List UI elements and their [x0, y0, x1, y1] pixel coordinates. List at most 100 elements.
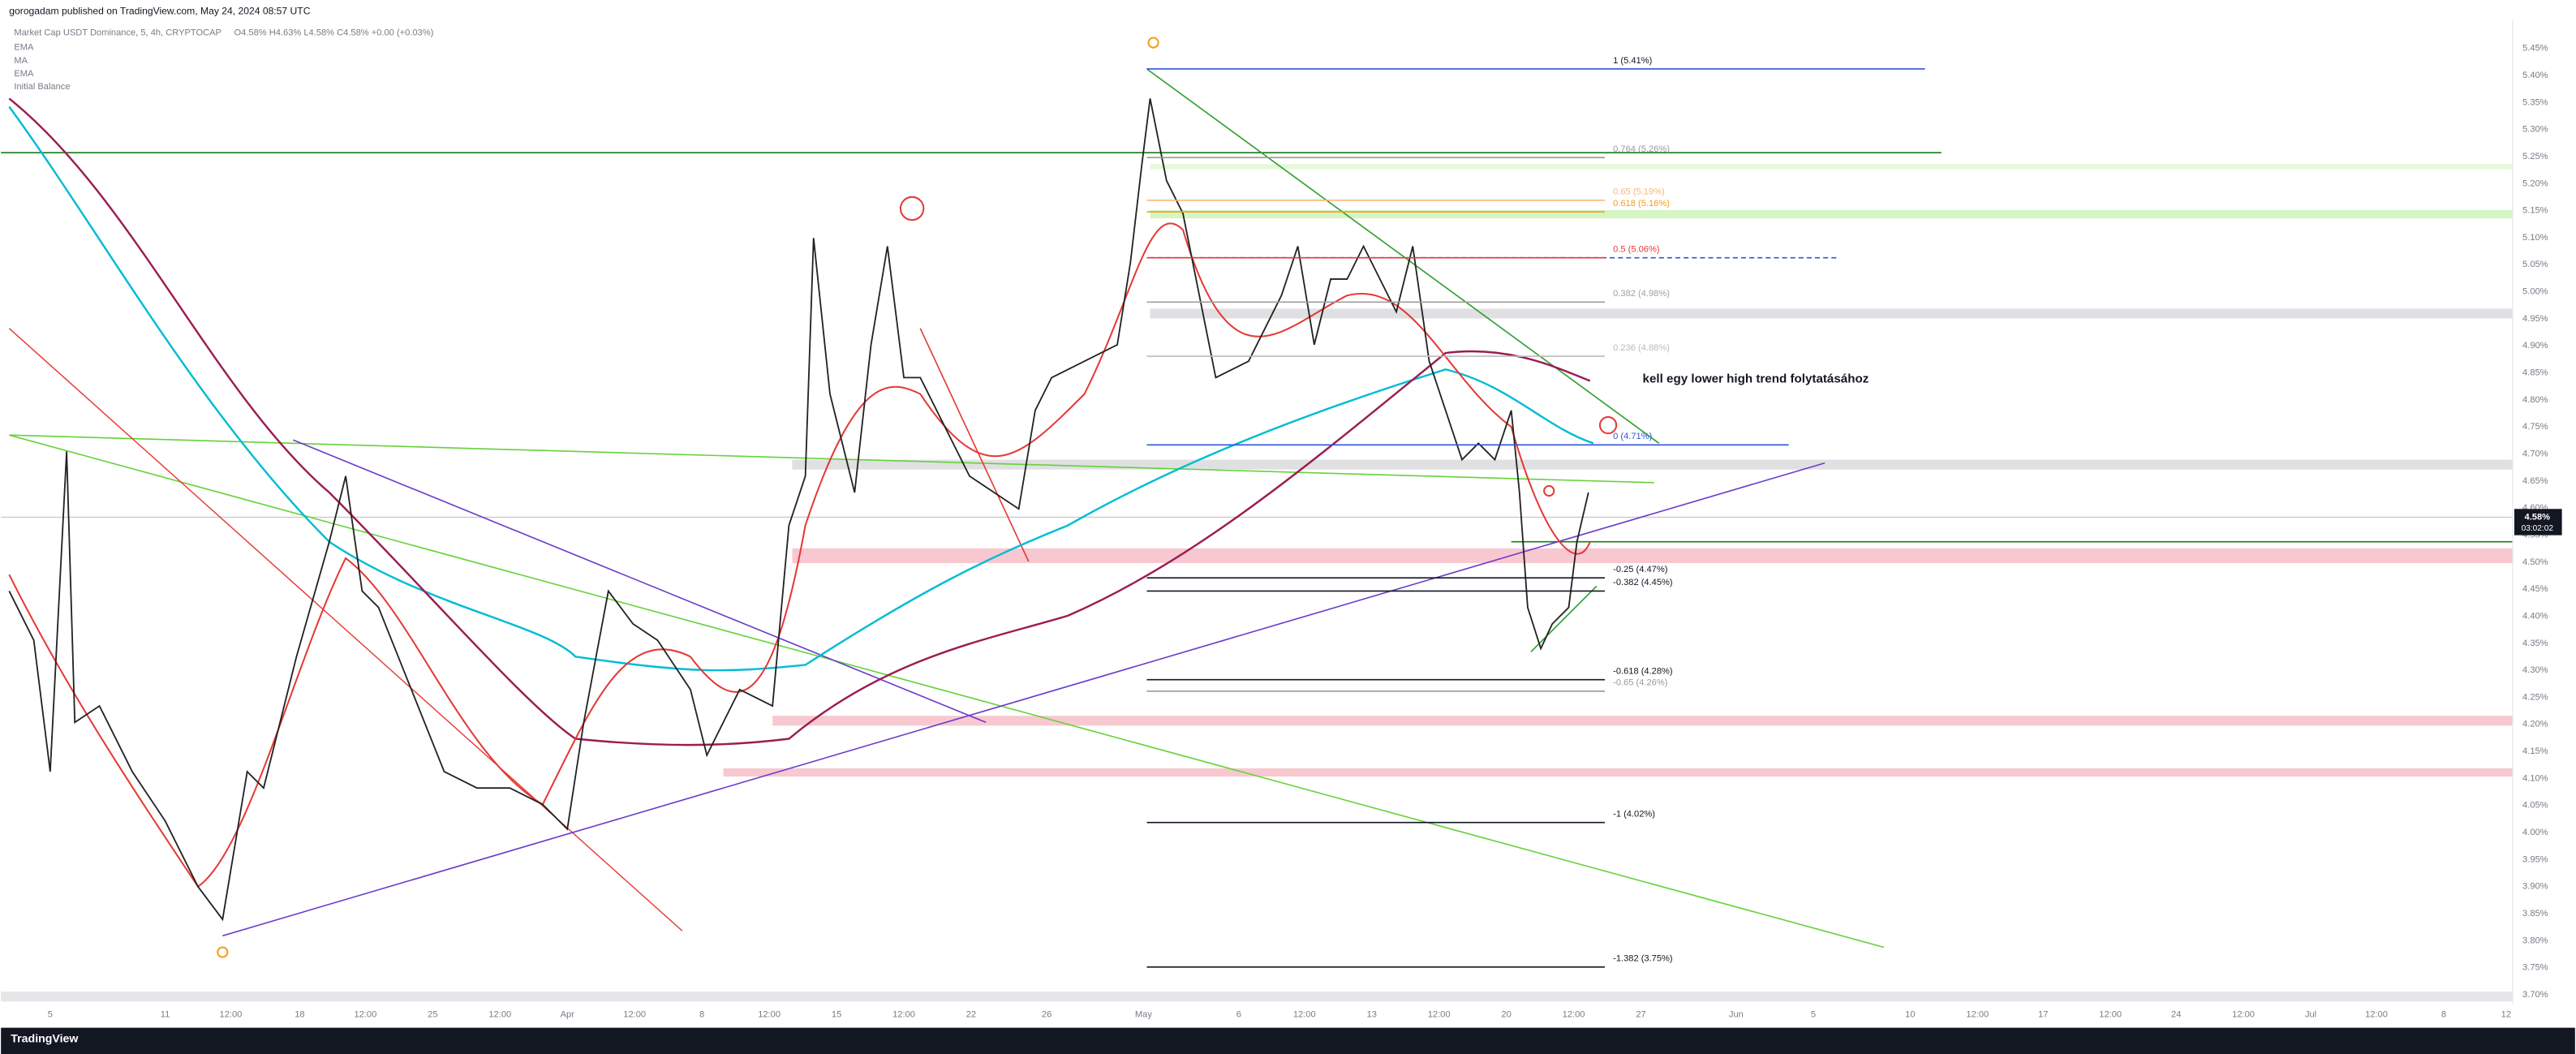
zone: [723, 768, 2513, 777]
price-label: 4.20%: [2522, 720, 2548, 729]
time-label: 27: [1636, 1009, 1645, 1019]
publisher: gorogadam published on TradingView.com, …: [9, 5, 310, 16]
price-label: 4.75%: [2522, 422, 2548, 432]
price-label: 5.35%: [2522, 97, 2548, 107]
time-label: Apr: [561, 1009, 575, 1019]
price-label: 4.65%: [2522, 476, 2548, 486]
time-label: 12: [2501, 1009, 2511, 1019]
legend-indicator: MA: [14, 56, 28, 66]
time-label: 12:00: [488, 1009, 511, 1019]
zone: [792, 548, 2513, 564]
price-label: 4.50%: [2522, 557, 2548, 567]
zone: [1150, 308, 2513, 319]
price-label: 5.30%: [2522, 125, 2548, 135]
trend-line: [1146, 68, 1660, 444]
footer-brand: TradingView: [11, 1033, 79, 1046]
trend-line: [293, 439, 987, 724]
fib-label: -0.25 (4.47%): [1613, 565, 1668, 574]
price-label: 4.45%: [2522, 584, 2548, 594]
marker: [1598, 415, 1618, 435]
ema: [8, 222, 1591, 888]
time-label: 18: [295, 1009, 304, 1019]
time-label: 11: [161, 1009, 170, 1019]
time-label: 15: [832, 1009, 841, 1019]
time-label: 12:00: [2099, 1009, 2122, 1019]
time-label: 12:00: [1428, 1009, 1451, 1019]
price-label: 3.80%: [2522, 936, 2548, 945]
legend-indicator: EMA: [14, 69, 34, 79]
fib-label: 0.764 (5.26%): [1613, 144, 1670, 154]
top-bar: [1, 0, 2575, 20]
time-label: 12:00: [1293, 1009, 1316, 1019]
price-tag-value: 4.58%: [2525, 512, 2551, 522]
ma: [8, 97, 1591, 746]
price-label: 3.70%: [2522, 990, 2548, 1000]
legend-ohlc: O4.58% H4.63% L4.58% C4.58% +0.00 (+0.03…: [234, 28, 434, 37]
time-label: 24: [2171, 1009, 2181, 1019]
time-label: 13: [1367, 1009, 1377, 1019]
fib-label: 0 (4.71%): [1613, 432, 1652, 441]
time-label: 25: [428, 1009, 437, 1019]
time-label: 12:00: [2232, 1009, 2255, 1019]
fib-label: -1 (4.02%): [1613, 810, 1655, 820]
price-label: 5.20%: [2522, 179, 2548, 188]
time-label: 12:00: [758, 1009, 781, 1019]
time-label: 12:00: [623, 1009, 646, 1019]
time-label: 6: [1236, 1009, 1241, 1019]
time-label: Jun: [1729, 1009, 1744, 1019]
time-label: 17: [2038, 1009, 2048, 1019]
price-label: 4.15%: [2522, 746, 2548, 756]
marker: [217, 946, 229, 958]
fib-label: -0.382 (4.45%): [1613, 578, 1673, 587]
price-label: 4.85%: [2522, 368, 2548, 378]
time-label: 5: [1811, 1009, 1816, 1019]
time-label: Jul: [2305, 1009, 2316, 1019]
fib-label: 0.236 (4.88%): [1613, 343, 1670, 353]
zone: [792, 459, 2513, 470]
price-label: 3.90%: [2522, 882, 2548, 892]
time-label: 12:00: [2365, 1009, 2388, 1019]
price-series: [8, 98, 1589, 922]
price-label: 4.30%: [2522, 665, 2548, 675]
zone: [1150, 164, 2513, 170]
fib-label: 0.618 (5.16%): [1613, 199, 1670, 209]
time-label: 12:00: [1966, 1009, 1989, 1019]
fib-label: 1 (5.41%): [1613, 56, 1652, 66]
price-label: 3.95%: [2522, 854, 2548, 864]
trend-line: [9, 434, 1654, 484]
price-label: 4.10%: [2522, 773, 2548, 783]
legend-indicator: Initial Balance: [14, 82, 70, 92]
time-label: 10: [1905, 1009, 1915, 1019]
time-label: May: [1135, 1009, 1152, 1019]
legend-indicator: EMA: [14, 43, 34, 53]
time-label: 12:00: [1563, 1009, 1585, 1019]
time-label: 26: [1042, 1009, 1051, 1019]
price-label: 4.25%: [2522, 692, 2548, 702]
time-label: 22: [966, 1009, 976, 1019]
zone: [772, 716, 2513, 726]
trend-line: [9, 434, 1885, 949]
price-label: 5.45%: [2522, 44, 2548, 54]
price-label: 3.75%: [2522, 963, 2548, 973]
time-label: 12:00: [220, 1009, 243, 1019]
marker: [1147, 37, 1159, 49]
price-label: 5.05%: [2522, 260, 2548, 269]
marker: [1543, 484, 1555, 497]
time-label: 20: [1501, 1009, 1511, 1019]
price-label: 5.15%: [2522, 206, 2548, 216]
trend-line: [8, 328, 683, 931]
price-label: 4.90%: [2522, 341, 2548, 351]
price-label: 4.70%: [2522, 449, 2548, 458]
price-label: 5.10%: [2522, 233, 2548, 243]
zone: [1, 992, 2513, 1002]
price-label: 4.00%: [2522, 828, 2548, 837]
price-label: 4.80%: [2522, 395, 2548, 405]
trend-line: [1530, 585, 1598, 652]
fib-label: -0.65 (4.26%): [1613, 678, 1668, 688]
time-label: 5: [48, 1009, 53, 1019]
price-label: 5.25%: [2522, 152, 2548, 161]
price-label: 5.00%: [2522, 287, 2548, 297]
ema: [8, 105, 1594, 672]
trend-line: [222, 462, 1826, 937]
